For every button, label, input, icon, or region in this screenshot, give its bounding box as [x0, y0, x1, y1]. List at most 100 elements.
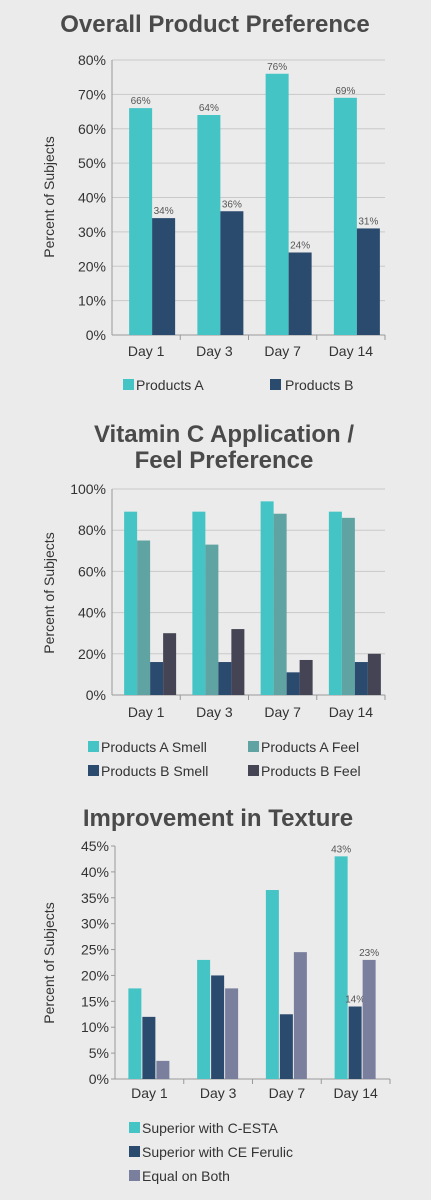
x-tick-label: Day 7 — [264, 343, 301, 359]
y-tick-label: 50% — [78, 155, 106, 171]
bar — [367, 653, 381, 695]
bar — [279, 1014, 293, 1079]
y-tick-label: 45% — [81, 838, 109, 854]
y-tick-label: 0% — [89, 1071, 109, 1087]
legend-swatch — [248, 765, 259, 776]
legend-label: Superior with C-ESTA — [142, 1120, 279, 1136]
legend-swatch — [129, 1122, 140, 1133]
bar — [288, 252, 312, 335]
vitamin-c-preference-chart: Vitamin C Application / Feel Preference … — [41, 421, 386, 779]
bar — [142, 1016, 156, 1079]
legend-label: Products A Smell — [101, 739, 207, 755]
legend-swatch — [123, 379, 134, 390]
chart-title-line-2: Feel Preference — [135, 447, 314, 474]
bar — [299, 659, 313, 695]
y-tick-label: 10% — [78, 293, 106, 309]
bar — [197, 959, 211, 1079]
x-tick-label: Day 1 — [131, 1085, 168, 1101]
y-tick-label: 20% — [78, 646, 106, 662]
chart-title: Overall Product Preference — [60, 11, 369, 38]
bar — [211, 975, 225, 1079]
y-tick-label: 20% — [81, 967, 109, 983]
data-label: 24% — [290, 241, 310, 252]
x-tick-label: Day 1 — [128, 343, 165, 359]
bar — [150, 662, 164, 695]
legend-label: Products B — [285, 377, 353, 393]
bar — [333, 97, 357, 335]
legend-label: Products B Smell — [101, 763, 208, 779]
x-tick-label: Day 14 — [329, 704, 374, 720]
data-label: 34% — [154, 206, 174, 217]
data-label: 69% — [335, 86, 355, 97]
chart-title: Improvement in Texture — [83, 805, 353, 832]
data-label: 31% — [358, 216, 378, 227]
bar — [293, 952, 307, 1079]
legend-swatch — [88, 765, 99, 776]
improvement-in-texture-chart: Improvement in Texture Percent of Subjec… — [41, 805, 391, 1184]
bar — [334, 856, 348, 1079]
bar — [218, 662, 232, 695]
legend-label: Equal on Both — [142, 1168, 230, 1184]
y-tick-label: 25% — [81, 942, 109, 958]
bar — [362, 959, 376, 1079]
y-tick-label: 80% — [78, 52, 106, 68]
bar — [124, 511, 138, 695]
legend-label: Superior with CE Ferulic — [142, 1144, 293, 1160]
data-label: 36% — [222, 199, 242, 210]
y-tick-label: 5% — [89, 1045, 109, 1061]
bar — [328, 511, 342, 695]
bar — [163, 633, 177, 695]
bar — [197, 115, 221, 335]
y-tick-label: 30% — [78, 224, 106, 240]
chart-title-line-1: Vitamin C Application / — [94, 421, 354, 448]
legend-swatch — [88, 741, 99, 752]
y-tick-label: 40% — [81, 864, 109, 880]
data-label: 76% — [267, 62, 287, 73]
y-tick-label: 100% — [70, 481, 106, 497]
legend-swatch — [270, 379, 281, 390]
bar — [225, 988, 239, 1079]
bar — [341, 517, 355, 695]
y-tick-label: 35% — [81, 890, 109, 906]
bar — [265, 890, 279, 1079]
x-tick-label: Day 7 — [269, 1085, 306, 1101]
y-tick-label: 40% — [78, 190, 106, 206]
data-label: 43% — [331, 844, 351, 855]
bar — [220, 211, 244, 335]
legend-swatch — [129, 1146, 140, 1157]
data-label: 23% — [359, 948, 379, 959]
bar — [260, 501, 274, 695]
data-label: 64% — [199, 103, 219, 114]
overall-product-preference-chart: Overall Product Preference Percent of Su… — [41, 11, 386, 393]
bar — [129, 108, 153, 335]
y-tick-label: 40% — [78, 605, 106, 621]
legend-label: Products B Feel — [261, 763, 361, 779]
y-tick-label: 20% — [78, 258, 106, 274]
bar — [156, 1060, 170, 1079]
legend-swatch — [129, 1170, 140, 1181]
y-tick-label: 0% — [86, 687, 106, 703]
y-tick-label: 0% — [86, 327, 106, 343]
bar — [152, 218, 176, 335]
data-label: 66% — [131, 96, 151, 107]
bar — [205, 544, 219, 695]
bar — [348, 1006, 362, 1079]
legend-label: Products A — [136, 377, 204, 393]
y-tick-label: 80% — [78, 522, 106, 538]
bar — [192, 511, 206, 695]
y-axis-label: Percent of Subjects — [41, 532, 57, 653]
bar — [354, 662, 368, 695]
bar — [128, 988, 142, 1079]
x-tick-label: Day 3 — [196, 704, 233, 720]
y-axis-label: Percent of Subjects — [41, 902, 57, 1023]
legend-label: Products A Feel — [261, 739, 359, 755]
y-axis-label: Percent of Subjects — [41, 136, 57, 257]
bar — [137, 540, 151, 695]
bar — [273, 513, 287, 695]
x-tick-label: Day 14 — [333, 1085, 378, 1101]
x-tick-label: Day 1 — [128, 704, 165, 720]
x-tick-label: Day 3 — [200, 1085, 237, 1101]
y-tick-label: 60% — [78, 563, 106, 579]
x-tick-label: Day 7 — [264, 704, 301, 720]
y-tick-label: 15% — [81, 993, 109, 1009]
